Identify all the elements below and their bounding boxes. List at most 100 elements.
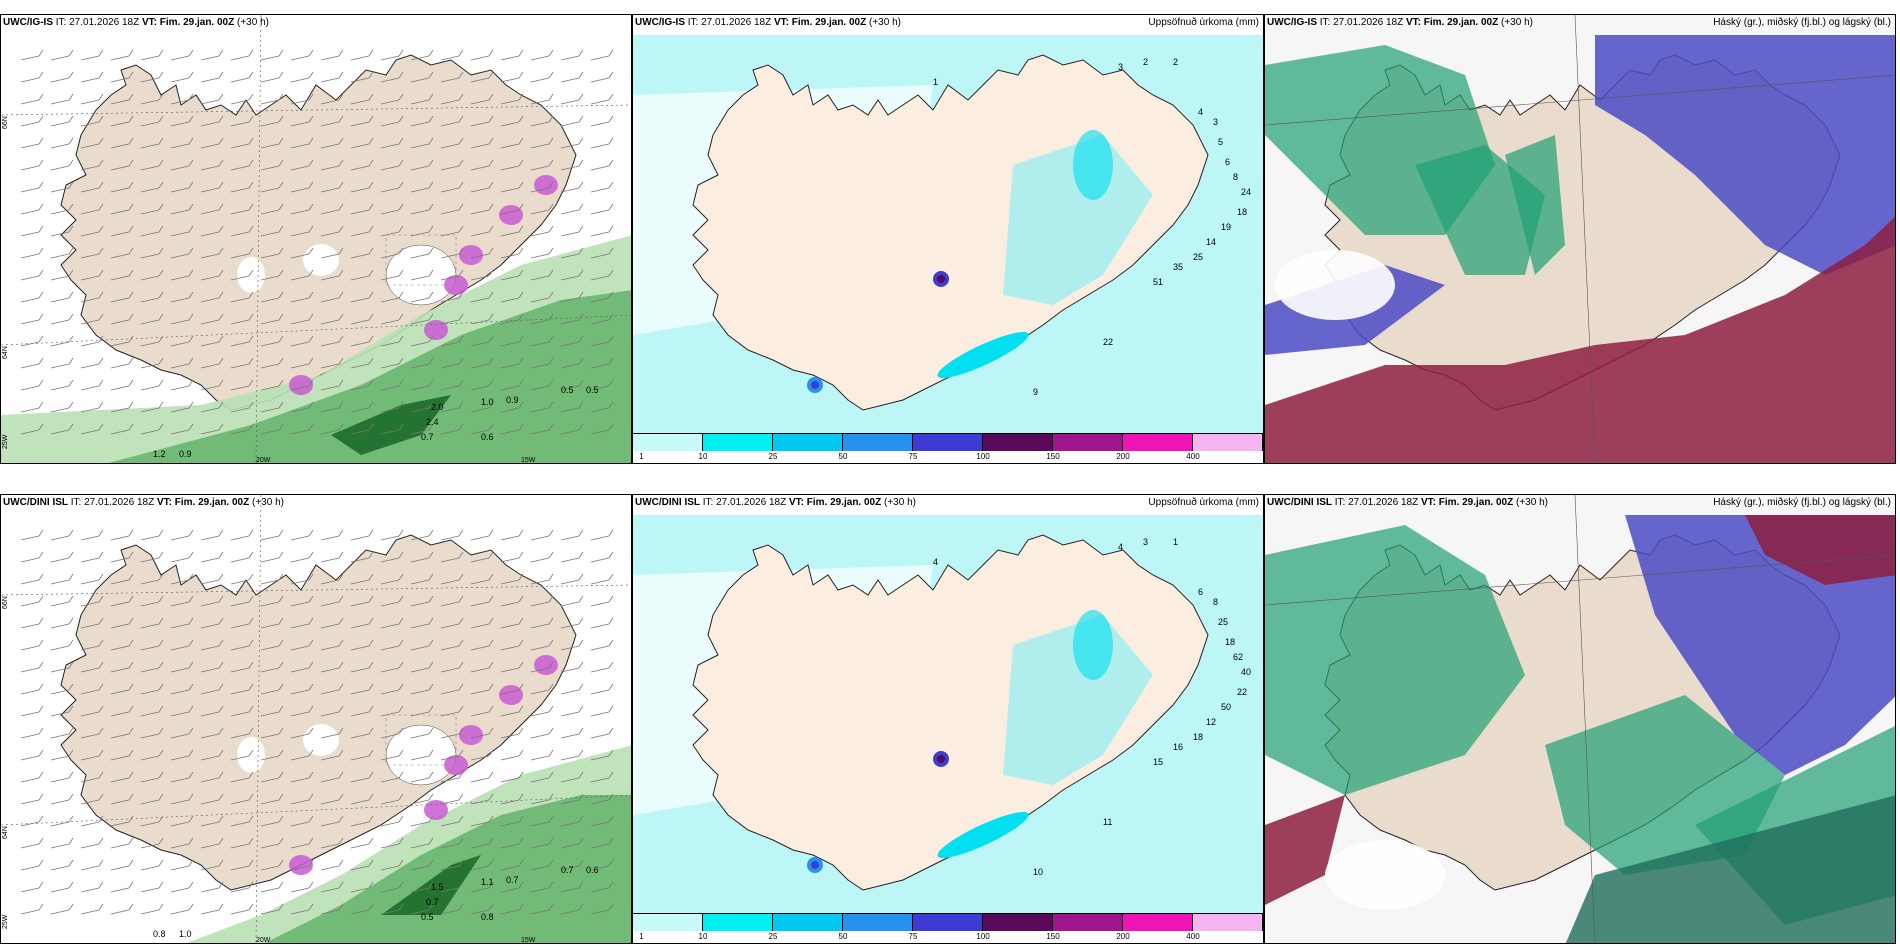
wind-barb (170, 557, 190, 563)
wind-barb-flag (278, 881, 284, 889)
wind-barb-flag (398, 639, 404, 647)
wind-barb-flag (278, 793, 284, 801)
lat-label: 66N (2, 596, 9, 609)
wind-barb (320, 909, 340, 915)
wind-barb (110, 579, 130, 585)
wind-barb-flag (578, 379, 584, 387)
wind-barb-flag (218, 859, 224, 867)
wind-barb-flag (248, 793, 254, 801)
precip-value-label: 15 (1153, 757, 1163, 767)
wind-barb (20, 121, 40, 127)
wind-barb-flag (218, 771, 224, 779)
wind-barb (260, 843, 280, 849)
precip-value-label: 14 (1206, 237, 1216, 247)
wind-barb (20, 143, 40, 149)
wind-barb (50, 319, 70, 325)
wind-barb (350, 407, 370, 413)
wind-barb-flag (608, 159, 614, 167)
wind-barb (20, 623, 40, 629)
wind-barb (290, 187, 310, 193)
wind-barb-flag (188, 225, 194, 233)
wind-barb-flag (278, 137, 284, 145)
wind-barb (110, 667, 130, 673)
wind-barb (560, 843, 580, 849)
wind-barb (320, 865, 340, 871)
wind-barb-flag (608, 423, 614, 431)
wind-barb (110, 623, 130, 629)
wind-barb (500, 143, 520, 149)
init-time: IT: 27.01.2026 18Z (702, 497, 787, 508)
wind-barb (170, 821, 190, 827)
wind-barb-flag (518, 291, 524, 299)
precip-value-label: 16 (1173, 742, 1183, 752)
wind-barb-flag (548, 573, 554, 581)
init-time: IT: 27.01.2026 18Z (70, 497, 155, 508)
wind-barb (440, 77, 460, 83)
wind-barb-flag (608, 573, 614, 581)
colorbar-tick-label: 25 (768, 452, 778, 461)
wind-barb (260, 821, 280, 827)
precip-value-label: 18 (1225, 637, 1235, 647)
wind-barb (500, 209, 520, 215)
wind-barb (350, 843, 370, 849)
wind-barb (230, 843, 250, 849)
wind-barb-flag (188, 159, 194, 167)
wind-barb (50, 297, 70, 303)
wind-barb-flag (488, 49, 494, 57)
precip-value-label: 22 (1237, 687, 1247, 697)
wind-barb (140, 909, 160, 915)
wind-barb-flag (68, 551, 74, 559)
wind-barb (380, 843, 400, 849)
wind-barb (470, 733, 490, 739)
wind-barb-flag (158, 551, 164, 559)
wind-barb (380, 231, 400, 237)
wind-barb-flag (38, 357, 44, 365)
wind-barb-flag (368, 683, 374, 691)
wind-barb-flag (458, 335, 464, 343)
wind-barb (290, 689, 310, 695)
wind-barb-flag (38, 551, 44, 559)
wind-barb (440, 297, 460, 303)
wind-barb (260, 777, 280, 783)
wind-barb (170, 667, 190, 673)
wind-barb-flag (518, 551, 524, 559)
wind-barb-flag (188, 705, 194, 713)
wind-barb-flag (218, 551, 224, 559)
wind-barb-flag (248, 115, 254, 123)
wind-barb-flag (548, 551, 554, 559)
wind-barb (440, 689, 460, 695)
wind-barb (350, 231, 370, 237)
wind-barb-flag (368, 423, 374, 431)
wind-barb-flag (338, 617, 344, 625)
wind-barb-flag (488, 181, 494, 189)
wind-barb-flag (518, 705, 524, 713)
wind-barb (590, 821, 610, 827)
wind-barb-flag (338, 93, 344, 101)
wind-barb (170, 865, 190, 871)
wind-barb-flag (218, 357, 224, 365)
wind-barb-flag (458, 401, 464, 409)
wind-barb-flag (128, 379, 134, 387)
wind-barb-flag (368, 771, 374, 779)
lead-time: (+30 h) (237, 17, 269, 28)
wind-barb-flag (518, 247, 524, 255)
wind-barb (560, 143, 580, 149)
wind-barb (230, 297, 250, 303)
wind-barb-flag (38, 749, 44, 757)
precip-band (937, 812, 1029, 858)
wind-barb-flag (308, 357, 314, 365)
wind-barb-flag (488, 595, 494, 603)
wind-barb (590, 887, 610, 893)
init-time: IT: 27.01.2026 18Z (1334, 497, 1419, 508)
wind-barb-flag (488, 423, 494, 431)
wind-value-label: 0.7 (421, 432, 434, 442)
wind-barb (140, 887, 160, 893)
wind-barb-flag (278, 727, 284, 735)
wind-barb-flag (428, 595, 434, 603)
wind-barb (470, 601, 490, 607)
wind-barb (440, 231, 460, 237)
wind-barb-flag (128, 881, 134, 889)
wind-barb (170, 843, 190, 849)
wind-barb-flag (128, 115, 134, 123)
wind-barb-flag (98, 639, 104, 647)
